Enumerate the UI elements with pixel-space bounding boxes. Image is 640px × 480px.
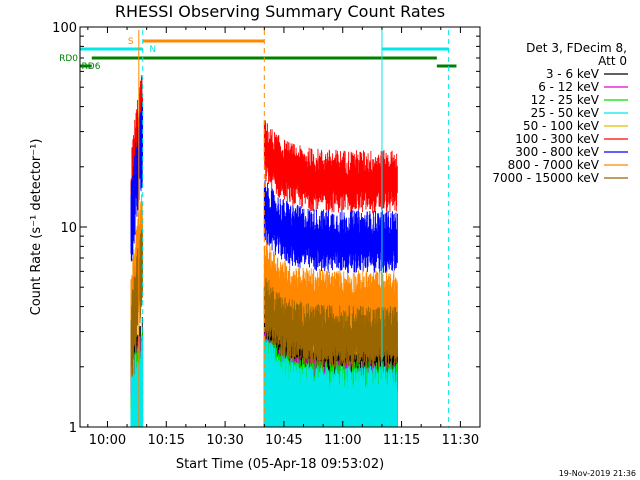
legend-label-5: 100 - 300 keV (515, 132, 599, 146)
chart-title: RHESSI Observing Summary Count Rates (115, 2, 445, 21)
x-tick-label: 11:00 (324, 433, 361, 448)
x-tick-label: 10:00 (89, 433, 126, 448)
x-tick-label: 11:30 (442, 433, 479, 448)
legend-label-7: 800 - 7000 keV (508, 158, 600, 172)
x-tick-label: 10:30 (206, 433, 243, 448)
tick-layer: 10:00 10:15 10:30 10:45 11:00 11:15 11:30 1 10 10… (52, 21, 481, 448)
x-tick-label: 10:15 (148, 433, 185, 448)
series-trace-7 (130, 194, 398, 360)
legend-label-8: 7000 - 15000 keV (492, 171, 599, 185)
flag-label-rd0: RD0 (59, 54, 78, 64)
x-tick-label: 10:45 (265, 433, 302, 448)
legend-header-1: Att 0 (598, 54, 627, 68)
x-tick-label: 11:15 (383, 433, 420, 448)
legend-label-4: 50 - 100 keV (523, 119, 600, 133)
y-tick-label: 100 (52, 21, 77, 36)
x-axis-label: Start Time (05-Apr-18 09:53:02) (176, 457, 384, 472)
legend-label-2: 12 - 25 keV (531, 93, 600, 107)
data-layer (130, 75, 398, 427)
y-axis-label: Count Rate (s⁻¹ detector⁻¹) (29, 139, 44, 316)
legend-label-3: 25 - 50 keV (531, 106, 600, 120)
legend-label-6: 300 - 800 keV (515, 145, 599, 159)
legend-label-0: 3 - 6 keV (546, 67, 600, 81)
flag-label-s: S (128, 37, 134, 47)
y-tick-label: 1 (69, 421, 77, 436)
legend-header-0: Det 3, FDecim 8, (526, 41, 627, 55)
flag-label-n: N (149, 45, 156, 55)
legend-label-1: 6 - 12 keV (538, 80, 600, 94)
y-tick-label: 10 (60, 221, 77, 236)
series-trace-6 (130, 102, 398, 274)
timestamp: 19-Nov-2019 21:36 (559, 469, 636, 478)
series-trace-3 (130, 335, 398, 427)
series-trace-8 (130, 229, 398, 378)
flag-label-rd6: RD6 (82, 62, 101, 72)
